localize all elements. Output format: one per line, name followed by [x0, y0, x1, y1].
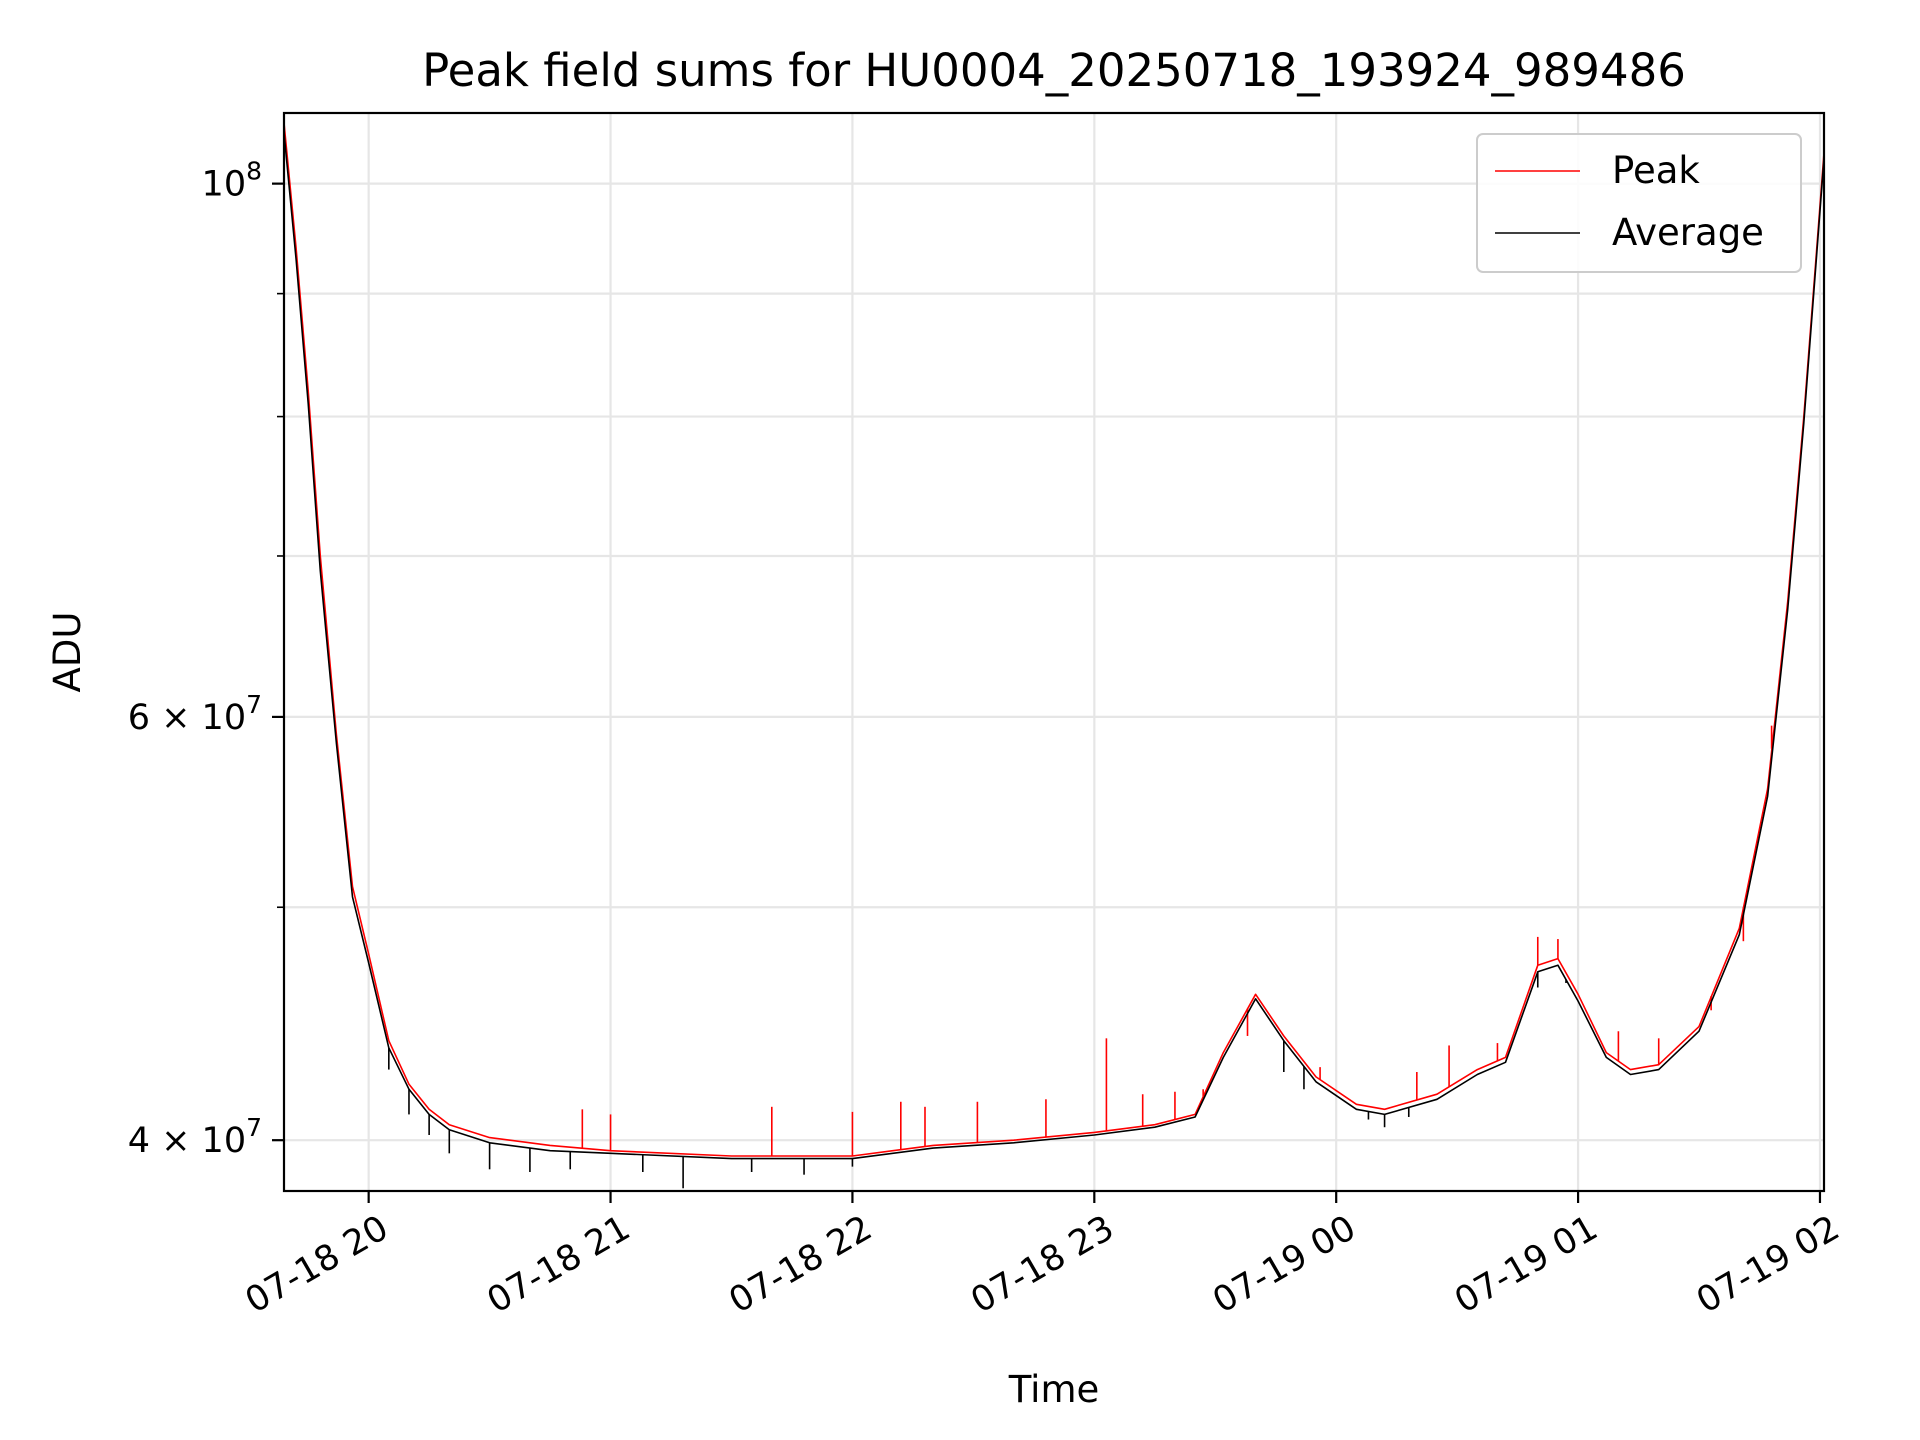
legend-box: [1476, 133, 1802, 273]
x-tick-label: 07-19 01: [1448, 1208, 1604, 1321]
x-axis: 07-18 20 07-18 21 07-18 22 07-18 23 07-19 00…: [239, 1191, 1846, 1321]
legend-label-average: Average: [1612, 211, 1764, 254]
plot-frame: [282, 111, 1826, 1193]
grid: [284, 113, 1824, 1191]
series-layer: [283, 122, 1825, 1189]
x-tick-label: 07-18 20: [239, 1208, 395, 1321]
y-axis: 4 × 107 6 × 107 108: [128, 157, 284, 1161]
y-axis-label: ADU: [46, 612, 89, 693]
y-tick-label: 4 × 107: [128, 1113, 262, 1161]
chart-title: Peak field sums for HU0004_20250718_1939…: [422, 44, 1686, 97]
series-line-average: [283, 132, 1825, 1160]
legend-label-peak: Peak: [1612, 149, 1700, 192]
x-tick-label: 07-19 02: [1690, 1208, 1846, 1321]
x-tick-label: 07-18 21: [481, 1208, 637, 1321]
series-average: [283, 132, 1825, 1189]
series-peak: [283, 122, 1825, 1157]
y-tick-label: 108: [202, 157, 262, 205]
x-tick-label: 07-18 22: [723, 1208, 879, 1321]
legend: Peak Average: [1476, 133, 1802, 273]
y-tick-label: 6 × 107: [128, 690, 262, 738]
x-tick-label: 07-19 00: [1206, 1208, 1362, 1321]
series-line-peak: [283, 122, 1825, 1157]
x-tick-label: 07-18 23: [965, 1208, 1121, 1321]
x-axis-label: Time: [1008, 1368, 1100, 1411]
